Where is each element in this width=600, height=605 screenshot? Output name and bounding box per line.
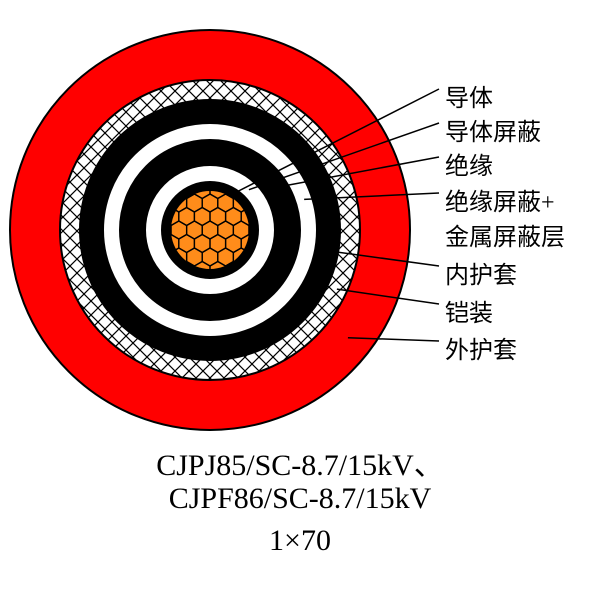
- label-ins-shield: 绝缘屏蔽+ 金属屏蔽层: [445, 182, 565, 252]
- label-outer-sheath: 外护套: [445, 330, 517, 365]
- caption-line-1: CJPJ85/SC-8.7/15kV、: [0, 440, 600, 484]
- cable-diagram-container: 导体导体屏蔽绝缘绝缘屏蔽+ 金属屏蔽层内护套铠装外护套 CJPJ85/SC-8.…: [0, 0, 600, 600]
- caption-line-3: 1×70: [0, 524, 600, 558]
- label-inner-sheath: 内护套: [445, 255, 517, 290]
- layer-conductor: [170, 190, 250, 270]
- label-armor: 铠装: [445, 293, 493, 328]
- label-conductor-shield: 导体屏蔽: [445, 112, 541, 147]
- label-insulation: 绝缘: [445, 146, 493, 181]
- label-conductor: 导体: [445, 78, 493, 113]
- caption-line-2: CJPF86/SC-8.7/15kV: [0, 482, 600, 516]
